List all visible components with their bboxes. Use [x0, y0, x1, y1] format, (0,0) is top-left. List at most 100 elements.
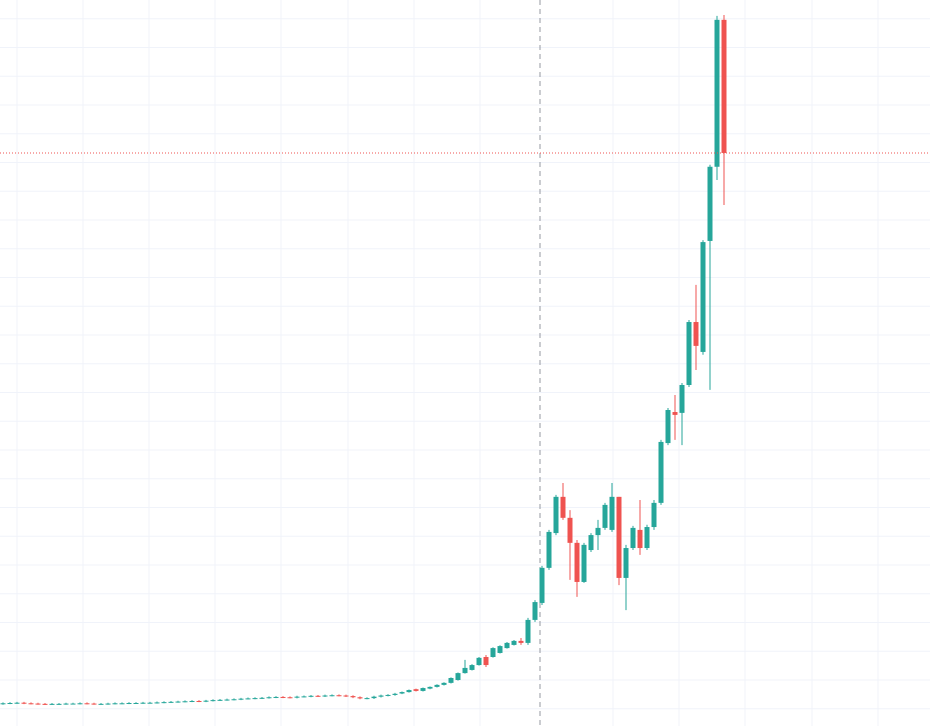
candle-body	[154, 702, 160, 704]
candle-body	[616, 496, 622, 578]
candle-body	[490, 648, 496, 657]
candle-body	[413, 689, 419, 691]
candle-body	[287, 697, 293, 699]
candle-body	[462, 667, 468, 674]
candle-body	[637, 529, 643, 549]
candle-body	[385, 694, 391, 696]
candle-body	[329, 695, 335, 697]
candle-body	[56, 703, 62, 705]
candle-body	[84, 703, 90, 705]
candle-body	[497, 646, 503, 653]
candle-body	[623, 548, 629, 578]
candle-body	[259, 697, 265, 699]
candle-body	[693, 322, 699, 346]
candle-body	[504, 642, 510, 649]
candle-body	[126, 702, 132, 704]
candle-body	[721, 19, 727, 153]
candle-body	[350, 696, 356, 698]
candle-body	[294, 696, 300, 698]
candle-body	[532, 602, 538, 620]
candle-body	[420, 688, 426, 691]
candle-body	[483, 656, 489, 666]
candle-body	[133, 702, 139, 704]
candle-body	[280, 696, 286, 698]
candle-body	[189, 700, 195, 702]
candle-body	[266, 697, 272, 699]
candle-body	[315, 695, 321, 697]
candle-body	[147, 702, 153, 704]
candle-body	[168, 701, 174, 703]
candle-body	[301, 696, 307, 698]
candle-body	[679, 384, 685, 413]
candle-body	[476, 657, 482, 666]
candle-body	[245, 698, 251, 700]
candle-body	[91, 703, 97, 705]
candle-body	[714, 19, 720, 167]
candle-body	[105, 703, 111, 705]
candle-body	[700, 242, 706, 352]
candle-body	[651, 502, 657, 528]
candle-body	[49, 703, 55, 705]
candle-body	[273, 696, 279, 698]
candle-body	[665, 410, 671, 444]
candle-body	[539, 567, 545, 603]
candle-body	[217, 699, 223, 701]
candle-body	[175, 701, 181, 703]
candle-body	[672, 412, 678, 415]
horizontal-grid	[0, 18, 930, 710]
candle-body	[406, 690, 412, 693]
candle-body	[469, 665, 475, 670]
candle-body	[602, 504, 608, 528]
candle-body	[525, 619, 531, 643]
candle-body	[0, 703, 6, 705]
candle-body	[427, 686, 433, 689]
candle-body	[343, 695, 349, 697]
candle-body	[434, 684, 440, 687]
candle-body	[553, 496, 559, 534]
candle-body	[112, 703, 118, 705]
candle-body	[644, 527, 650, 549]
vertical-grid	[16, 0, 879, 726]
candle-body	[588, 535, 594, 551]
candle-body	[399, 692, 405, 694]
candle-body	[546, 531, 552, 568]
candle-body	[518, 640, 524, 643]
candle-body	[98, 703, 104, 705]
candle-body	[182, 701, 188, 703]
candle-body	[581, 544, 587, 582]
candle-body	[574, 542, 580, 582]
candle-body	[252, 698, 258, 700]
candle-body	[511, 640, 517, 645]
candle-body	[630, 527, 636, 549]
candle-body	[707, 166, 713, 241]
candle-body	[63, 703, 69, 705]
candle-body	[224, 699, 230, 701]
candle-body	[119, 703, 125, 705]
candle-body	[364, 698, 370, 700]
candle-body	[42, 703, 48, 705]
candle-body	[357, 697, 363, 699]
candle-body	[609, 496, 615, 530]
candle-body	[455, 673, 461, 680]
candle-body	[35, 703, 41, 705]
candle-body	[441, 682, 447, 685]
candle-body	[238, 698, 244, 700]
candle-body	[21, 702, 27, 704]
candle-body	[658, 441, 664, 503]
candle-body	[560, 496, 566, 518]
candle-body	[7, 702, 13, 704]
candle-body	[14, 702, 20, 704]
candle-body	[567, 517, 573, 543]
candle-body	[371, 696, 377, 699]
candle-body	[203, 700, 209, 702]
candle-body	[448, 677, 454, 683]
candle-body	[686, 322, 692, 385]
candle-body	[392, 693, 398, 695]
candle-body	[378, 695, 384, 697]
candle-body	[196, 700, 202, 702]
candle-body	[210, 700, 216, 702]
candle-body	[322, 695, 328, 697]
candle-body	[161, 702, 167, 704]
candles	[0, 14, 930, 706]
